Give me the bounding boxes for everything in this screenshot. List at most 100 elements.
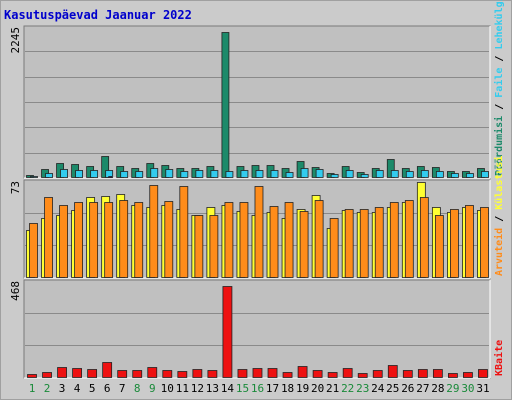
x-tick-label: 10 — [161, 382, 174, 395]
top-legend-part: Faile — [493, 68, 505, 98]
top-bar-faile-day-19 — [300, 168, 309, 178]
top-bar-faile-day-2 — [45, 173, 53, 178]
middle-bar-arvuteid-day-21 — [329, 218, 339, 278]
top-bar-faile-day-28 — [435, 171, 444, 178]
chart-title: Kasutuspäevad Jaanuar 2022 — [4, 8, 192, 22]
bottom-bar-kbaite-day-18 — [282, 372, 293, 378]
bottom-bar-kbaite-day-25 — [387, 365, 398, 378]
top-bar-faile-day-29 — [451, 173, 459, 178]
middle-bar-arvuteid-day-27 — [419, 197, 429, 278]
top-legend-part: Pöördumisi — [493, 116, 505, 176]
middle-bar-arvuteid-day-26 — [404, 200, 414, 278]
x-tick-label: 1 — [29, 382, 36, 395]
bottom-bar-kbaite-day-6 — [102, 362, 113, 378]
middle-bar-arvuteid-day-5 — [89, 202, 99, 278]
bottom-bar-kbaite-day-27 — [417, 369, 428, 378]
top-bar-faile-day-15 — [240, 170, 249, 178]
middle-legend-part: Külastusi — [493, 156, 505, 210]
middle-bar-arvuteid-day-29 — [450, 209, 459, 278]
middle-bar-arvuteid-day-7 — [119, 200, 129, 278]
top-legend-part: / — [494, 98, 505, 116]
middle-bar-arvuteid-day-9 — [149, 185, 159, 278]
x-tick-label: 14 — [221, 382, 235, 395]
bottom-bar-kbaite-day-29 — [448, 373, 458, 378]
bottom-bar-kbaite-day-3 — [57, 367, 67, 378]
top-bar-faile-day-7 — [120, 171, 129, 178]
bottom-bar-kbaite-day-9 — [147, 367, 158, 378]
top-bar-faile-day-5 — [90, 170, 99, 178]
x-tick-label: 28 — [431, 382, 444, 395]
top-bar-faile-day-12 — [195, 170, 204, 178]
bottom-bar-kbaite-day-20 — [312, 370, 323, 378]
top-bar-faile-day-10 — [165, 169, 174, 178]
x-tick-label: 11 — [176, 382, 189, 395]
top-bar-faile-day-9 — [150, 168, 159, 178]
bottom-bar-kbaite-day-21 — [327, 372, 338, 378]
x-tick-label: 27 — [416, 382, 429, 395]
middle-bar-arvuteid-day-25 — [389, 202, 399, 278]
middle-bar-arvuteid-day-23 — [359, 209, 369, 278]
middle-legend-part: Arvuteid — [493, 228, 505, 276]
top-bar-faile-day-31 — [481, 171, 489, 178]
top-bar-faile-day-30 — [466, 173, 474, 178]
middle-bar-arvuteid-day-20 — [314, 200, 324, 278]
top-bar-pöördumisi-day-14 — [221, 32, 230, 178]
bottom-bar-kbaite-day-11 — [177, 371, 188, 378]
bottom-bar-kbaite-day-26 — [402, 370, 413, 378]
top-bar-faile-day-13 — [210, 170, 219, 178]
bottom-bar-kbaite-day-24 — [372, 370, 383, 378]
x-tick-label: 7 — [119, 382, 126, 395]
x-tick-label: 15 — [236, 382, 249, 395]
x-tick-label: 26 — [401, 382, 414, 395]
bottom-bar-kbaite-day-1 — [27, 374, 37, 378]
top-bar-faile-day-1 — [30, 176, 38, 178]
x-tick-label: 17 — [266, 382, 279, 395]
x-tick-label: 29 — [446, 382, 459, 395]
top-bar-lehekülgi-day-6 — [108, 176, 113, 178]
bottom-bar-kbaite-day-19 — [297, 366, 308, 378]
top-bar-faile-day-4 — [75, 170, 83, 178]
middle-legend-part: / — [494, 210, 505, 228]
x-tick-label: 2 — [44, 382, 51, 395]
middle-bar-arvuteid-day-24 — [374, 207, 384, 278]
bottom-bar-kbaite-day-2 — [42, 372, 52, 378]
middle-bar-arvuteid-day-2 — [44, 197, 53, 278]
middle-bar-arvuteid-day-17 — [269, 206, 279, 278]
top-bar-faile-day-16 — [255, 170, 264, 178]
top-bar-faile-day-18 — [285, 172, 294, 178]
top-bar-faile-day-24 — [375, 170, 384, 178]
bottom-panel-background — [23, 279, 491, 379]
top-bar-faile-day-23 — [360, 174, 369, 178]
x-tick-label: 6 — [104, 382, 111, 395]
bottom-bar-kbaite-day-12 — [192, 369, 203, 378]
top-bar-faile-day-21 — [330, 174, 339, 178]
x-tick-label: 13 — [206, 382, 219, 395]
top-bar-faile-day-22 — [345, 170, 354, 178]
middle-bar-arvuteid-day-16 — [254, 186, 264, 278]
top-bar-faile-day-17 — [270, 170, 279, 178]
bottom-bar-kbaite-day-30 — [463, 372, 473, 378]
middle-bar-arvuteid-day-1 — [29, 223, 38, 278]
x-tick-label: 25 — [386, 382, 399, 395]
middle-bar-arvuteid-day-11 — [179, 186, 189, 278]
bottom-legend-label: KBaite — [493, 340, 505, 376]
middle-bar-arvuteid-day-31 — [480, 207, 489, 278]
top-bar-pöördumisi-day-25 — [386, 159, 395, 178]
bottom-bar-kbaite-day-5 — [87, 369, 98, 378]
top-legend-part: / — [494, 50, 505, 68]
x-tick-label: 8 — [134, 382, 141, 395]
bottom-bar-kbaite-day-4 — [72, 368, 82, 378]
x-tick-label: 23 — [356, 382, 369, 395]
bottom-bar-kbaite-day-16 — [252, 368, 263, 378]
bottom-bar-kbaite-day-10 — [162, 370, 173, 378]
middle-bar-arvuteid-day-4 — [74, 202, 83, 278]
bottom-bar-kbaite-day-15 — [237, 369, 248, 378]
x-tick-label: 4 — [74, 382, 81, 395]
x-tick-label: 5 — [89, 382, 96, 395]
top-bar-faile-day-26 — [405, 171, 414, 178]
bottom-bar-kbaite-day-13 — [207, 370, 218, 378]
bottom-bar-kbaite-day-8 — [132, 370, 143, 378]
top-bar-faile-day-3 — [60, 169, 68, 178]
middle-bar-arvuteid-day-12 — [194, 215, 204, 278]
